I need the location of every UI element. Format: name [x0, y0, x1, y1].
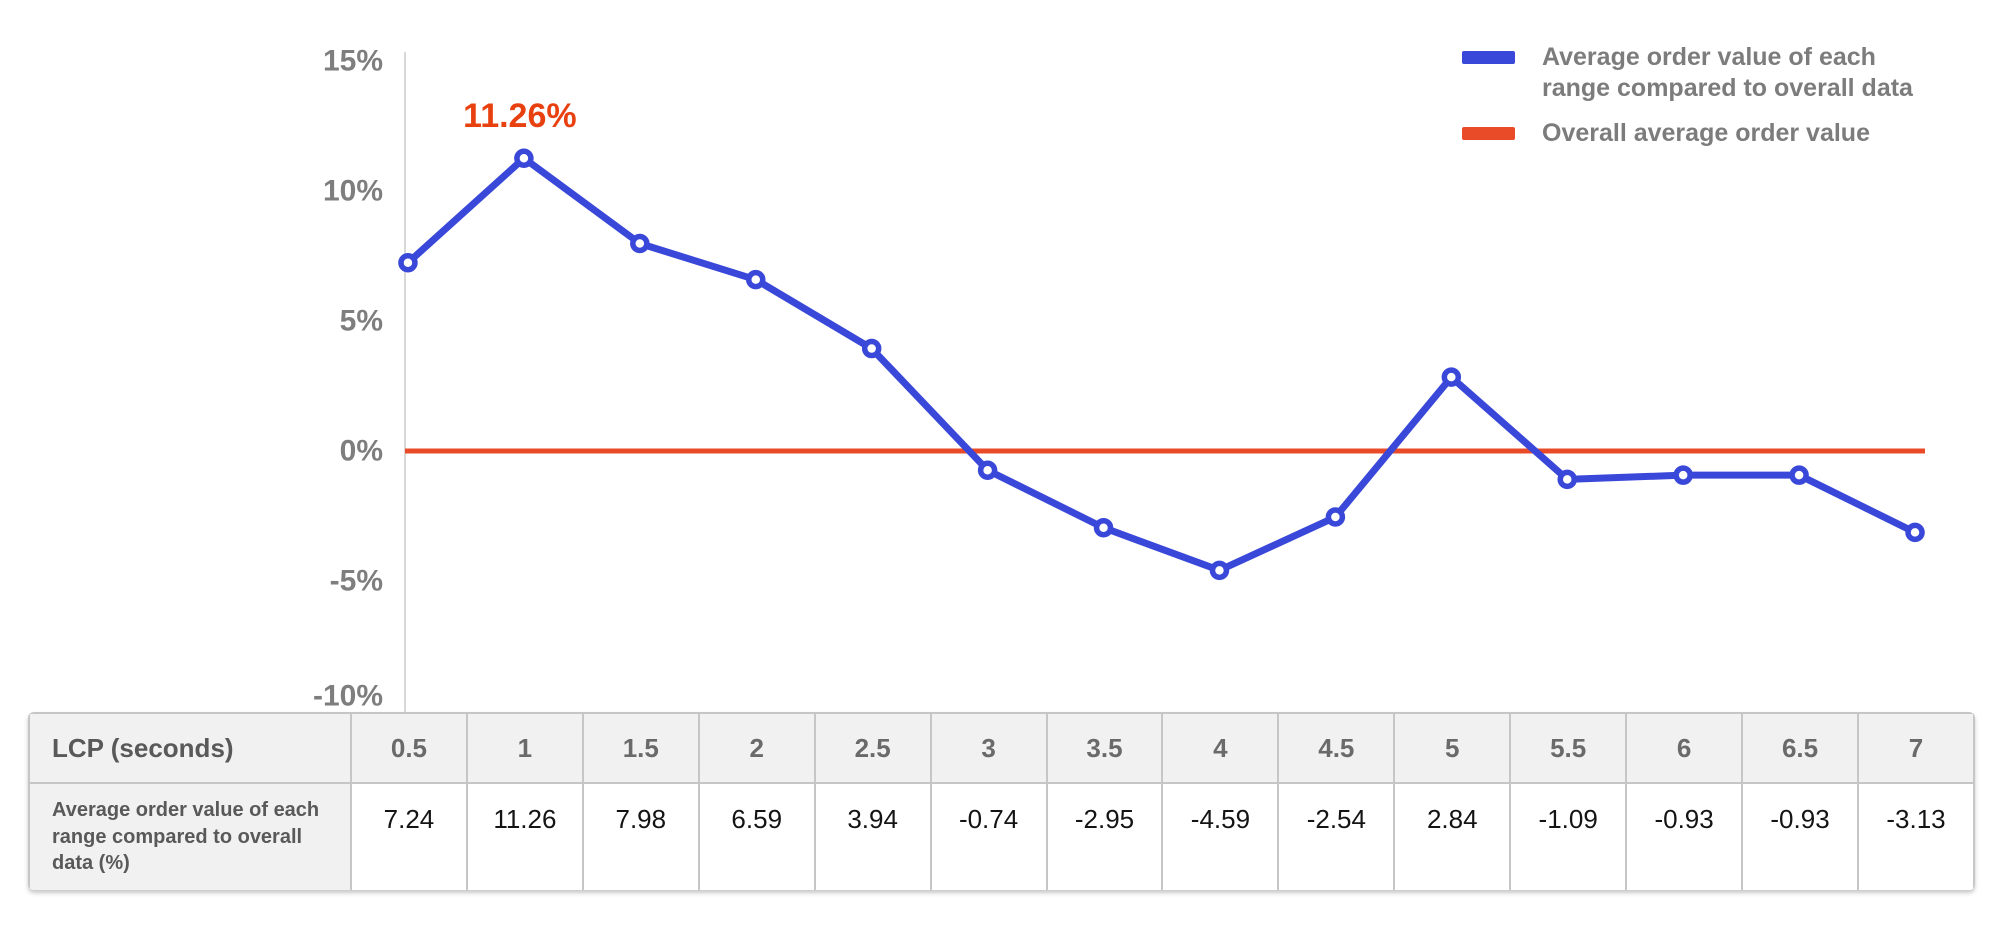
- data-point-marker: [977, 460, 998, 480]
- value-cell: 3.94: [813, 782, 932, 890]
- value-cell: 7.98: [581, 782, 700, 890]
- column-header: 0.5: [350, 712, 468, 784]
- column-header: 6.5: [1741, 712, 1859, 784]
- column-header: 1: [465, 712, 584, 784]
- data-point-marker: [398, 253, 418, 273]
- data-table-container: LCP (seconds) 0.5 1 1.5 2 2.5 3 3.5 4 4.5 5 5.5 6 6.…: [28, 712, 1975, 890]
- column-header: 3: [929, 712, 1048, 784]
- legend-item-baseline: Overall average order value: [1462, 118, 1913, 149]
- value-cell: 6.59: [697, 782, 816, 890]
- annotation-label: 11.26%: [463, 97, 576, 135]
- value-cell: -0.93: [1625, 782, 1744, 890]
- value-cell: -0.74: [929, 782, 1048, 890]
- table-value-row: Average order value of each range compar…: [28, 782, 1975, 890]
- y-axis-tick-label: 15%: [323, 45, 383, 78]
- data-point-marker: [1905, 522, 1925, 543]
- value-cell: -2.54: [1277, 782, 1396, 890]
- legend-swatch-red: [1462, 127, 1515, 140]
- series-title-cell: Average order value of each range compar…: [28, 782, 352, 890]
- y-axis-tick-label: -5%: [330, 565, 383, 598]
- value-cell: -1.09: [1509, 782, 1628, 890]
- legend-item-series: Average order value of each range compar…: [1462, 42, 1913, 104]
- y-axis-tick-label: 5%: [340, 305, 383, 338]
- data-point-marker: [1209, 560, 1230, 581]
- value-cell: -3.13: [1856, 782, 1975, 890]
- series-line: [404, 154, 1919, 574]
- data-point-marker: [1673, 465, 1693, 485]
- legend-label-line: Average order value of each: [1542, 43, 1876, 71]
- value-cell: 11.26: [465, 782, 584, 890]
- line-chart: 15% 10% 5% 0% -5% -10% 11.26%: [313, 45, 1925, 713]
- column-header: 4.5: [1277, 712, 1396, 784]
- data-point-marker: [746, 269, 766, 290]
- legend-swatch-blue: [1462, 51, 1515, 64]
- column-header: 4: [1161, 712, 1280, 784]
- column-header: 2: [697, 712, 816, 784]
- data-point-marker: [1441, 367, 1462, 387]
- data-table: LCP (seconds) 0.5 1 1.5 2 2.5 3 3.5 4 4.5 5 5.5 6 6.…: [28, 712, 1975, 890]
- value-cell: -0.93: [1741, 782, 1859, 890]
- table-header-row: LCP (seconds) 0.5 1 1.5 2 2.5 3 3.5 4 4.5 5 5.5 6 6.…: [28, 712, 1975, 784]
- data-point-marker: [1093, 517, 1114, 538]
- legend-label-line: Overall average order value: [1542, 119, 1870, 147]
- data-point-marker: [514, 148, 534, 168]
- legend-label-line: range compared to overall data: [1542, 74, 1913, 102]
- data-point-marker: [861, 338, 882, 359]
- data-point-marker: [1325, 507, 1346, 527]
- data-point-marker: [630, 233, 650, 254]
- data-point-marker: [1557, 469, 1577, 490]
- column-header: 5.5: [1509, 712, 1628, 784]
- column-header: 2.5: [813, 712, 932, 784]
- column-header: 1.5: [581, 712, 700, 784]
- column-header: 7: [1856, 712, 1975, 784]
- value-cell: 7.24: [350, 782, 468, 890]
- value-cell: -4.59: [1161, 782, 1280, 890]
- y-axis-tick-label: 0%: [340, 435, 383, 468]
- column-header: 5: [1393, 712, 1512, 784]
- x-axis-title-cell: LCP (seconds): [28, 712, 352, 784]
- value-cell: 2.84: [1393, 782, 1512, 890]
- y-axis-tick-label: -10%: [313, 680, 383, 713]
- data-point-marker: [1789, 465, 1809, 485]
- column-header: 6: [1625, 712, 1744, 784]
- legend: Average order value of each range compar…: [1462, 42, 1913, 149]
- column-header: 3.5: [1045, 712, 1164, 784]
- value-cell: -2.95: [1045, 782, 1164, 890]
- legend-label-baseline: Overall average order value: [1542, 118, 1870, 149]
- legend-label-series: Average order value of each range compar…: [1542, 42, 1913, 104]
- y-axis-tick-label: 10%: [323, 175, 383, 208]
